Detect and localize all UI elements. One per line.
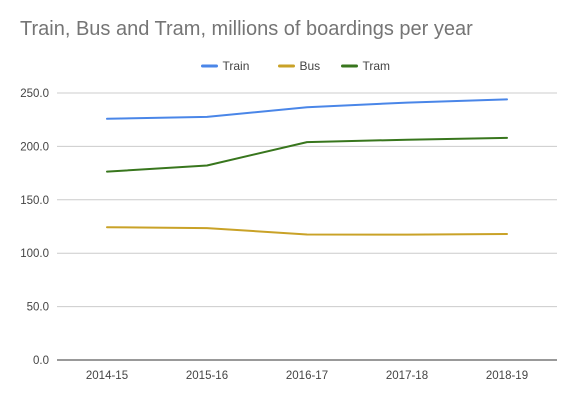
data-point-train [505,97,509,101]
y-tick-label: 250.0 [20,88,49,100]
x-tick-label: 2018-19 [486,370,528,382]
legend-label-train: Train [223,59,250,73]
data-point-train [105,117,109,121]
data-point-train [305,105,309,109]
legend-label-tram: Tram [363,59,391,73]
x-tick-label: 2016-17 [286,370,328,382]
data-point-tram [305,140,309,144]
x-tick-label: 2017-18 [386,370,428,382]
x-tick-label: 2014-15 [86,370,128,382]
data-point-bus [505,232,509,236]
chart-title: Train, Bus and Tram, millions of boardin… [20,18,473,40]
data-point-bus [305,233,309,237]
data-point-bus [205,226,209,230]
y-tick-label: 100.0 [20,248,49,260]
y-tick-label: 50.0 [27,302,49,314]
data-point-train [405,101,409,105]
series-line-tram [106,136,508,173]
series-line-train [106,98,508,120]
data-point-tram [205,164,209,168]
y-tick-label: 200.0 [20,141,49,153]
y-tick-label: 0.0 [33,355,49,367]
data-point-bus [105,225,109,229]
data-point-tram [405,138,409,142]
x-tick-label: 2015-16 [186,370,228,382]
data-point-train [205,115,209,119]
data-point-bus [405,233,409,237]
series-line-bus [106,226,508,236]
y-tick-label: 150.0 [20,195,49,207]
data-point-tram [105,170,109,174]
legend-label-bus: Bus [300,59,321,73]
data-point-tram [505,136,509,140]
